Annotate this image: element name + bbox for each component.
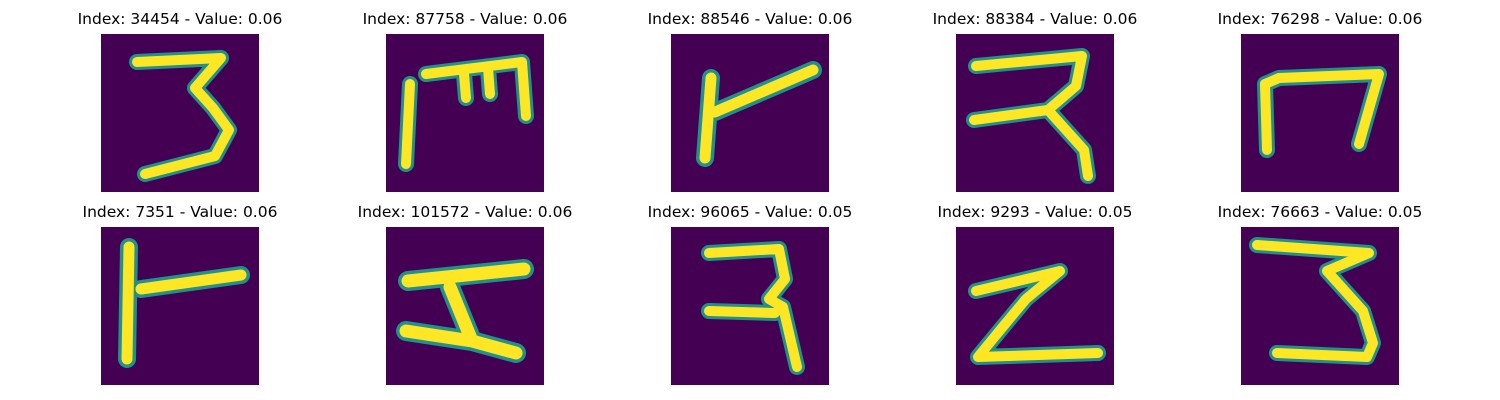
panel-title: Index: 88546 - Value: 0.06 (647, 10, 853, 28)
glyph-3-like (966, 48, 1096, 184)
panel-7: Index: 101572 - Value: 0.06 (323, 203, 607, 387)
digit-image (386, 227, 544, 385)
panel-title: Index: 9293 - Value: 0.05 (937, 203, 1133, 221)
panel-4: Index: 88384 - Value: 0.06 (893, 10, 1177, 194)
panel-5: Index: 76298 - Value: 0.06 (1178, 10, 1462, 194)
panel-6: Index: 7351 - Value: 0.06 (38, 203, 322, 387)
glyph-z-like (968, 263, 1106, 365)
glyph-m-like (398, 54, 534, 172)
digit-image (101, 34, 259, 192)
glyph-3-like (129, 50, 237, 182)
panel-2: Index: 87758 - Value: 0.06 (323, 10, 607, 194)
panel-9: Index: 9293 - Value: 0.05 (893, 203, 1177, 387)
glyph-r-like (696, 61, 822, 167)
panel-title: Index: 76663 - Value: 0.05 (1217, 203, 1423, 221)
glyph-r-like (118, 238, 250, 368)
digit-image (671, 227, 829, 385)
panel-10: Index: 76663 - Value: 0.05 (1178, 203, 1462, 387)
panel-title: Index: 96065 - Value: 0.05 (647, 203, 853, 221)
panel-8: Index: 96065 - Value: 0.05 (608, 203, 892, 387)
digit-image (671, 34, 829, 192)
panel-title: Index: 34454 - Value: 0.06 (77, 10, 283, 28)
panel-title: Index: 76298 - Value: 0.06 (1217, 10, 1423, 28)
panel-title: Index: 7351 - Value: 0.06 (82, 203, 278, 221)
digit-image (1241, 227, 1399, 385)
panel-1: Index: 34454 - Value: 0.06 (38, 10, 322, 194)
glyph-n-like (1257, 66, 1387, 158)
glyph-3-like (701, 241, 805, 375)
digit-image (386, 34, 544, 192)
digit-image (101, 227, 259, 385)
glyph-3-like (1249, 237, 1381, 365)
digit-image (1241, 34, 1399, 192)
digit-image (956, 34, 1114, 192)
digit-image (956, 227, 1114, 385)
panel-title: Index: 101572 - Value: 0.06 (357, 203, 573, 221)
panel-title: Index: 87758 - Value: 0.06 (362, 10, 568, 28)
panel-title: Index: 88384 - Value: 0.06 (932, 10, 1138, 28)
panel-3: Index: 88546 - Value: 0.06 (608, 10, 892, 194)
glyph-z-like (396, 259, 534, 363)
